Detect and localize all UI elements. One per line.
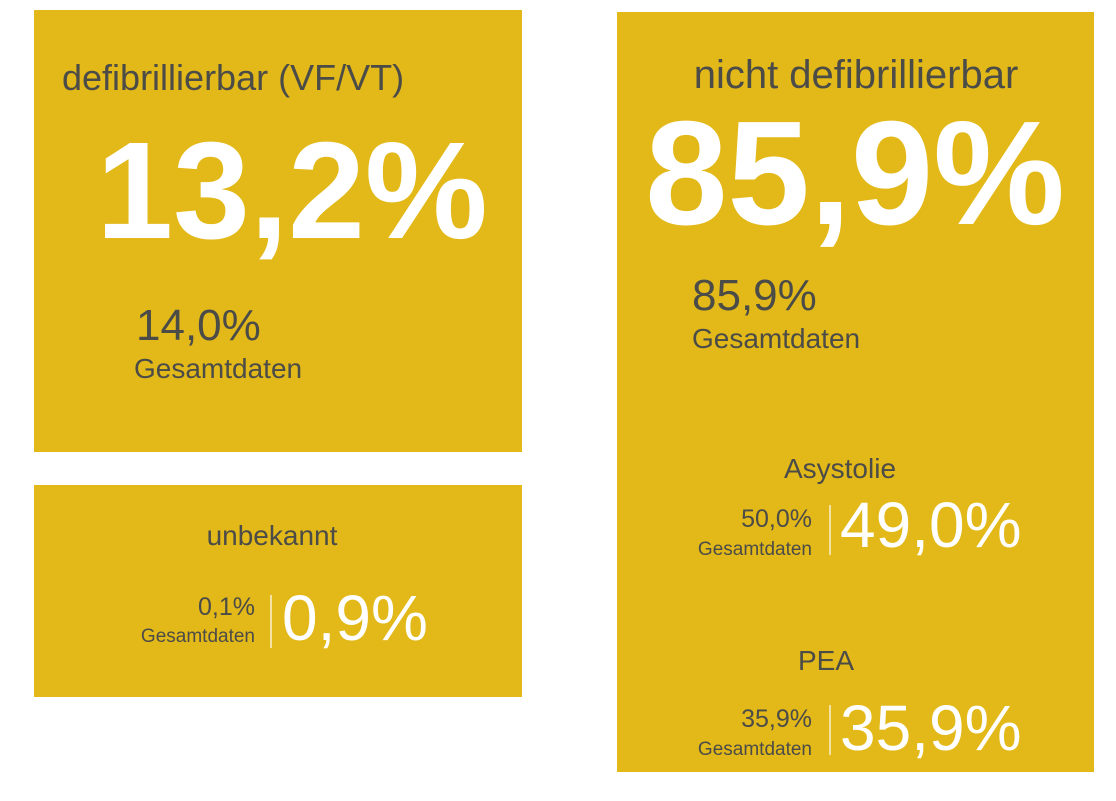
value: 49,0% (840, 489, 1021, 561)
sub-title: Asystolie (784, 453, 896, 484)
overall-value: 14,0% (136, 301, 261, 350)
sub-title: PEA (798, 645, 854, 676)
card-title: nicht defibrillierbar (694, 53, 1019, 97)
main-value: 85,9% (645, 91, 1065, 256)
card (34, 10, 522, 452)
overall-value: 0,1% (198, 593, 255, 621)
value: 35,9% (840, 692, 1021, 764)
card-title: unbekannt (207, 520, 338, 551)
overall-label: Gesamtdaten (698, 739, 812, 760)
main-value: 13,2% (96, 114, 487, 268)
overall-label: Gesamtdaten (134, 353, 302, 384)
card (617, 12, 1094, 772)
overall-value: 85,9% (692, 271, 817, 320)
overall-value: 35,9% (741, 705, 812, 733)
overall-label: Gesamtdaten (698, 539, 812, 560)
value: 0,9% (282, 582, 428, 654)
overall-label: Gesamtdaten (692, 323, 860, 354)
overall-label: Gesamtdaten (141, 626, 255, 647)
card (34, 485, 522, 697)
overall-value: 50,0% (741, 505, 812, 533)
card-title: defibrillierbar (VF/VT) (62, 57, 404, 98)
